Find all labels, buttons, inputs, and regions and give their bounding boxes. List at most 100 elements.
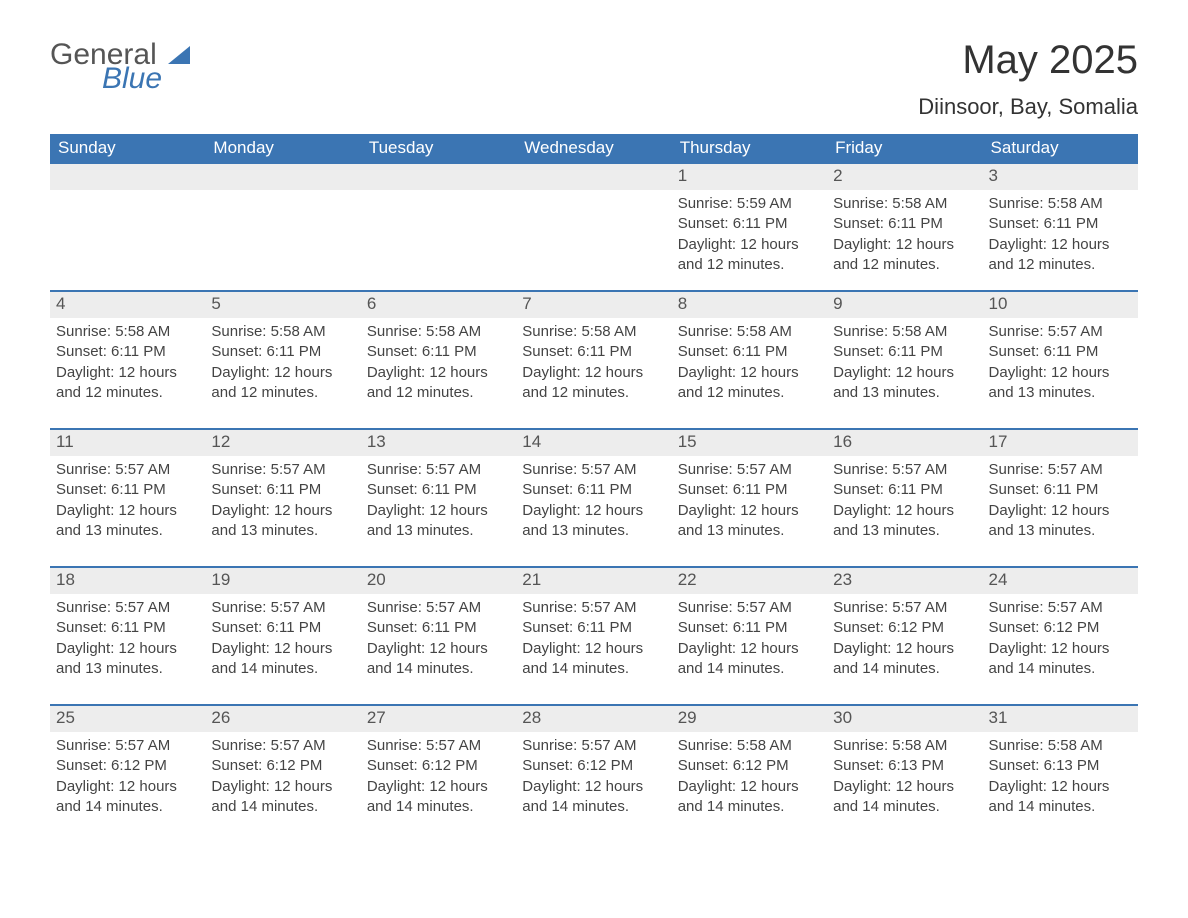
- calendar-cell: [50, 162, 205, 290]
- daylight-text: Daylight: 12 hours and 12 minutes.: [367, 363, 510, 404]
- cell-body: Sunrise: 5:57 AMSunset: 6:11 PMDaylight:…: [983, 456, 1138, 551]
- cell-body: Sunrise: 5:57 AMSunset: 6:12 PMDaylight:…: [205, 732, 360, 827]
- day-number: 17: [983, 430, 1138, 456]
- sunset-text: Sunset: 6:11 PM: [211, 618, 354, 638]
- calendar-cell: 13Sunrise: 5:57 AMSunset: 6:11 PMDayligh…: [361, 428, 516, 566]
- calendar-cell: 28Sunrise: 5:57 AMSunset: 6:12 PMDayligh…: [516, 704, 671, 842]
- week-row: 25Sunrise: 5:57 AMSunset: 6:12 PMDayligh…: [50, 704, 1138, 842]
- daylight-text: Daylight: 12 hours and 14 minutes.: [367, 639, 510, 680]
- sunset-text: Sunset: 6:12 PM: [989, 618, 1132, 638]
- day-number: 6: [361, 292, 516, 318]
- cell-body: Sunrise: 5:59 AMSunset: 6:11 PMDaylight:…: [672, 190, 827, 285]
- sunrise-text: Sunrise: 5:57 AM: [367, 736, 510, 756]
- cell-body: Sunrise: 5:58 AMSunset: 6:13 PMDaylight:…: [983, 732, 1138, 827]
- day-number: 4: [50, 292, 205, 318]
- daylight-text: Daylight: 12 hours and 12 minutes.: [989, 235, 1132, 276]
- sunrise-text: Sunrise: 5:58 AM: [522, 322, 665, 342]
- calendar-cell: 25Sunrise: 5:57 AMSunset: 6:12 PMDayligh…: [50, 704, 205, 842]
- calendar-cell: 29Sunrise: 5:58 AMSunset: 6:12 PMDayligh…: [672, 704, 827, 842]
- day-number: 9: [827, 292, 982, 318]
- sunset-text: Sunset: 6:11 PM: [522, 618, 665, 638]
- day-number: 20: [361, 568, 516, 594]
- cell-body: Sunrise: 5:58 AMSunset: 6:11 PMDaylight:…: [827, 190, 982, 285]
- daylight-text: Daylight: 12 hours and 13 minutes.: [989, 363, 1132, 404]
- sunset-text: Sunset: 6:11 PM: [211, 342, 354, 362]
- daylight-text: Daylight: 12 hours and 14 minutes.: [367, 777, 510, 818]
- day-number: [205, 164, 360, 190]
- daylight-text: Daylight: 12 hours and 14 minutes.: [522, 639, 665, 680]
- day-number: [50, 164, 205, 190]
- day-number: 31: [983, 706, 1138, 732]
- brand-text-wrap: General Blue: [50, 40, 162, 94]
- sunrise-text: Sunrise: 5:57 AM: [211, 598, 354, 618]
- cell-body: Sunrise: 5:57 AMSunset: 6:11 PMDaylight:…: [205, 594, 360, 689]
- sunrise-text: Sunrise: 5:57 AM: [989, 598, 1132, 618]
- cell-body: Sunrise: 5:58 AMSunset: 6:11 PMDaylight:…: [516, 318, 671, 413]
- sunrise-text: Sunrise: 5:57 AM: [678, 598, 821, 618]
- sunrise-text: Sunrise: 5:58 AM: [833, 194, 976, 214]
- day-number: 11: [50, 430, 205, 456]
- sunset-text: Sunset: 6:11 PM: [989, 480, 1132, 500]
- cell-body: Sunrise: 5:57 AMSunset: 6:12 PMDaylight:…: [50, 732, 205, 827]
- sunrise-text: Sunrise: 5:57 AM: [833, 460, 976, 480]
- cell-body: Sunrise: 5:57 AMSunset: 6:12 PMDaylight:…: [983, 594, 1138, 689]
- day-number: 5: [205, 292, 360, 318]
- cell-body: Sunrise: 5:57 AMSunset: 6:11 PMDaylight:…: [516, 594, 671, 689]
- sunset-text: Sunset: 6:12 PM: [367, 756, 510, 776]
- cell-body: Sunrise: 5:57 AMSunset: 6:11 PMDaylight:…: [205, 456, 360, 551]
- cell-body: Sunrise: 5:58 AMSunset: 6:11 PMDaylight:…: [50, 318, 205, 413]
- sunset-text: Sunset: 6:12 PM: [678, 756, 821, 776]
- day-number: 28: [516, 706, 671, 732]
- calendar-cell: 7Sunrise: 5:58 AMSunset: 6:11 PMDaylight…: [516, 290, 671, 428]
- sunrise-text: Sunrise: 5:57 AM: [211, 736, 354, 756]
- cell-body: [50, 190, 205, 204]
- day-number: [516, 164, 671, 190]
- sunrise-text: Sunrise: 5:57 AM: [989, 322, 1132, 342]
- brand-triangle-icon: [168, 46, 190, 64]
- daylight-text: Daylight: 12 hours and 14 minutes.: [833, 639, 976, 680]
- daylight-text: Daylight: 12 hours and 12 minutes.: [211, 363, 354, 404]
- day-number: 19: [205, 568, 360, 594]
- sunset-text: Sunset: 6:11 PM: [367, 618, 510, 638]
- calendar-cell: 4Sunrise: 5:58 AMSunset: 6:11 PMDaylight…: [50, 290, 205, 428]
- calendar-cell: 24Sunrise: 5:57 AMSunset: 6:12 PMDayligh…: [983, 566, 1138, 704]
- sunrise-text: Sunrise: 5:57 AM: [56, 460, 199, 480]
- calendar-grid: Sunday Monday Tuesday Wednesday Thursday…: [50, 134, 1138, 842]
- sunset-text: Sunset: 6:12 PM: [56, 756, 199, 776]
- sunset-text: Sunset: 6:12 PM: [211, 756, 354, 776]
- month-title: May 2025: [918, 40, 1138, 80]
- daylight-text: Daylight: 12 hours and 12 minutes.: [678, 363, 821, 404]
- cell-body: Sunrise: 5:57 AMSunset: 6:11 PMDaylight:…: [672, 456, 827, 551]
- day-number: 27: [361, 706, 516, 732]
- brand-line2: Blue: [102, 64, 162, 94]
- sunrise-text: Sunrise: 5:57 AM: [522, 460, 665, 480]
- day-number: [361, 164, 516, 190]
- sunrise-text: Sunrise: 5:58 AM: [56, 322, 199, 342]
- day-number: 8: [672, 292, 827, 318]
- day-header-thu: Thursday: [672, 134, 827, 162]
- calendar-cell: 5Sunrise: 5:58 AMSunset: 6:11 PMDaylight…: [205, 290, 360, 428]
- calendar-cell: 18Sunrise: 5:57 AMSunset: 6:11 PMDayligh…: [50, 566, 205, 704]
- daylight-text: Daylight: 12 hours and 14 minutes.: [833, 777, 976, 818]
- day-header-fri: Friday: [827, 134, 982, 162]
- cell-body: [205, 190, 360, 204]
- sunrise-text: Sunrise: 5:57 AM: [522, 598, 665, 618]
- sunset-text: Sunset: 6:11 PM: [833, 480, 976, 500]
- daylight-text: Daylight: 12 hours and 12 minutes.: [678, 235, 821, 276]
- calendar-cell: 30Sunrise: 5:58 AMSunset: 6:13 PMDayligh…: [827, 704, 982, 842]
- calendar-cell: 3Sunrise: 5:58 AMSunset: 6:11 PMDaylight…: [983, 162, 1138, 290]
- calendar-cell: 16Sunrise: 5:57 AMSunset: 6:11 PMDayligh…: [827, 428, 982, 566]
- title-block: May 2025 Diinsoor, Bay, Somalia: [918, 40, 1138, 120]
- sunrise-text: Sunrise: 5:58 AM: [989, 736, 1132, 756]
- sunset-text: Sunset: 6:11 PM: [211, 480, 354, 500]
- calendar-cell: 26Sunrise: 5:57 AMSunset: 6:12 PMDayligh…: [205, 704, 360, 842]
- day-number: 26: [205, 706, 360, 732]
- cell-body: Sunrise: 5:57 AMSunset: 6:11 PMDaylight:…: [983, 318, 1138, 413]
- sunset-text: Sunset: 6:11 PM: [989, 342, 1132, 362]
- calendar-cell: 31Sunrise: 5:58 AMSunset: 6:13 PMDayligh…: [983, 704, 1138, 842]
- day-number: 3: [983, 164, 1138, 190]
- day-header-sat: Saturday: [983, 134, 1138, 162]
- day-header-sun: Sunday: [50, 134, 205, 162]
- daylight-text: Daylight: 12 hours and 12 minutes.: [56, 363, 199, 404]
- daylight-text: Daylight: 12 hours and 14 minutes.: [211, 639, 354, 680]
